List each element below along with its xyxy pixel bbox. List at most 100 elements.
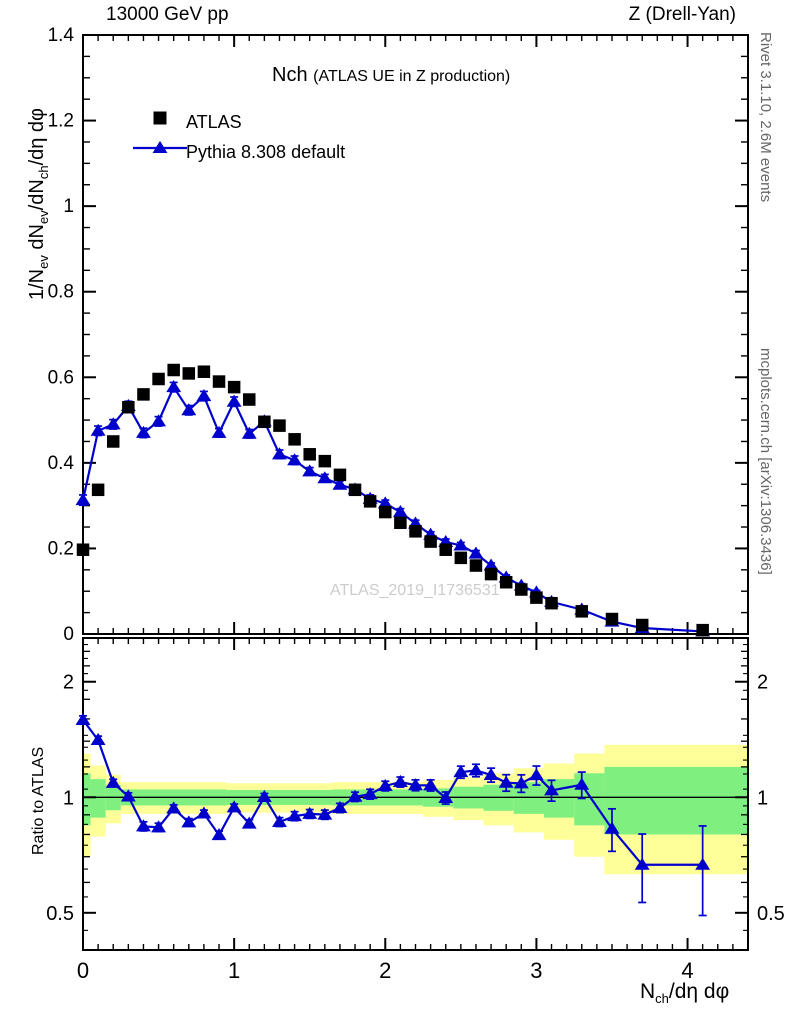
pythia-data-point — [196, 389, 212, 402]
x-tick-label: 4 — [681, 958, 693, 983]
ratio-data-point — [513, 776, 529, 789]
ratio-y-tick-label: 0.5 — [46, 903, 74, 925]
plot-title-main: Nch — [272, 64, 308, 86]
atlas-data-point — [424, 535, 437, 548]
atlas-data-point — [152, 372, 165, 386]
ratio-band-inner — [90, 779, 106, 818]
y-tick-label: 0.2 — [48, 538, 74, 559]
atlas-data-point — [348, 483, 362, 497]
atlas-data-point — [243, 393, 256, 406]
x-tick-label: 0 — [77, 958, 89, 983]
atlas-data-point — [363, 495, 377, 508]
pythia-data-point — [317, 471, 333, 484]
ratio-data-point — [332, 800, 348, 813]
ratio-band-inner — [574, 773, 605, 826]
ratio-data-point — [166, 801, 182, 814]
ratio-data-point — [317, 807, 333, 820]
y-tick-label: 0.4 — [48, 453, 75, 474]
pythia-main-line — [81, 384, 703, 633]
ratio-data-point — [392, 774, 408, 788]
plot-title-paren: (ATLAS UE in Z production) — [313, 68, 511, 85]
x-axis-label-n: N — [640, 980, 656, 1003]
ratio-data-point — [272, 814, 287, 828]
pythia-data-point — [332, 477, 348, 490]
ratio-band-inner — [83, 773, 91, 826]
ratio-data-point — [498, 775, 514, 788]
y-tick-label: 1 — [63, 196, 74, 217]
atlas-data-point — [484, 567, 498, 581]
atlas-data-point — [91, 483, 105, 497]
ratio-data-point — [347, 789, 363, 802]
y-tick-label: 0 — [63, 624, 74, 645]
atlas-data-point — [379, 505, 392, 519]
main-panel-frame — [82, 34, 749, 635]
atlas-data-point — [499, 575, 513, 589]
ratio-data-point — [287, 809, 303, 822]
ratio-data-point — [377, 778, 393, 792]
y-tick-label: 0.8 — [48, 282, 74, 303]
atlas-data-point — [469, 559, 483, 572]
atlas-data-point — [439, 543, 452, 556]
pythia-data-point — [226, 394, 242, 407]
ratio-data-point — [574, 777, 590, 790]
ratio-data-point — [90, 732, 106, 746]
atlas-data-point — [605, 612, 619, 626]
ratio-data-point — [256, 789, 272, 802]
atlas-data-point — [182, 367, 196, 380]
atlas-data-point — [318, 454, 332, 468]
ratio-band-inner — [543, 779, 575, 818]
x-axis-label: Nch/dη dφ — [640, 980, 729, 1006]
ratio-data-point — [151, 820, 167, 833]
ratio-data-point — [211, 828, 227, 841]
atlas-data-point — [167, 363, 180, 377]
ratio-y-tick-label: 2 — [63, 672, 74, 694]
pythia-data-point — [105, 417, 121, 430]
ratio-data-point — [181, 815, 197, 828]
atlas-data-point — [515, 583, 528, 596]
legend-marker-square — [153, 111, 167, 125]
ratio-data-point — [544, 783, 559, 796]
ratio-data-point — [362, 787, 378, 800]
pythia-data-point — [377, 496, 393, 509]
ratio-y-tick-label-right: 0.5 — [757, 903, 785, 925]
legend-marker-triangle — [152, 140, 168, 154]
atlas-data-point — [137, 388, 150, 401]
ratio-data-point — [438, 790, 454, 803]
pythia-data-point — [302, 464, 318, 477]
ratio-data-point — [468, 763, 484, 776]
atlas-data-point — [575, 605, 588, 618]
atlas-data-point — [530, 591, 543, 604]
atlas-data-point — [409, 525, 422, 538]
ratio-data-point — [241, 816, 257, 829]
atlas-data-point — [635, 618, 649, 632]
atlas-data-point — [122, 400, 135, 414]
x-axis-label-sub: ch — [655, 991, 669, 1007]
atlas-data-point — [106, 435, 120, 448]
x-tick-label: 2 — [379, 958, 391, 983]
atlas-data-point — [288, 433, 301, 446]
ratio-band-inner — [604, 766, 748, 835]
ratio-y-tick-label-right: 1 — [757, 787, 768, 809]
pythia-data-point — [166, 380, 182, 393]
pythia-data-point — [181, 403, 197, 416]
plot-title: Nch (ATLAS UE in Z production) — [272, 64, 510, 87]
beam-energy-label: 13000 GeV pp — [106, 4, 229, 25]
ratio-data-point — [196, 806, 212, 819]
process-label: Z (Drell-Yan) — [628, 4, 736, 25]
pythia-data-point — [211, 425, 227, 438]
atlas-data-point — [273, 419, 286, 432]
ratio-data-point — [408, 778, 423, 791]
ratio-y-tick-label: 1 — [63, 787, 74, 809]
pythia-data-point — [453, 538, 469, 551]
atlas-data-point — [227, 380, 241, 394]
atlas-data-point — [696, 623, 709, 637]
ratio-data-point — [604, 821, 620, 834]
ratio-data-point — [136, 819, 151, 832]
atlas-data-point — [454, 551, 468, 565]
pythia-data-point — [272, 447, 287, 460]
pythia-data-point — [136, 425, 151, 438]
ratio-data-point — [105, 775, 121, 788]
ratio-data-point — [75, 712, 91, 725]
